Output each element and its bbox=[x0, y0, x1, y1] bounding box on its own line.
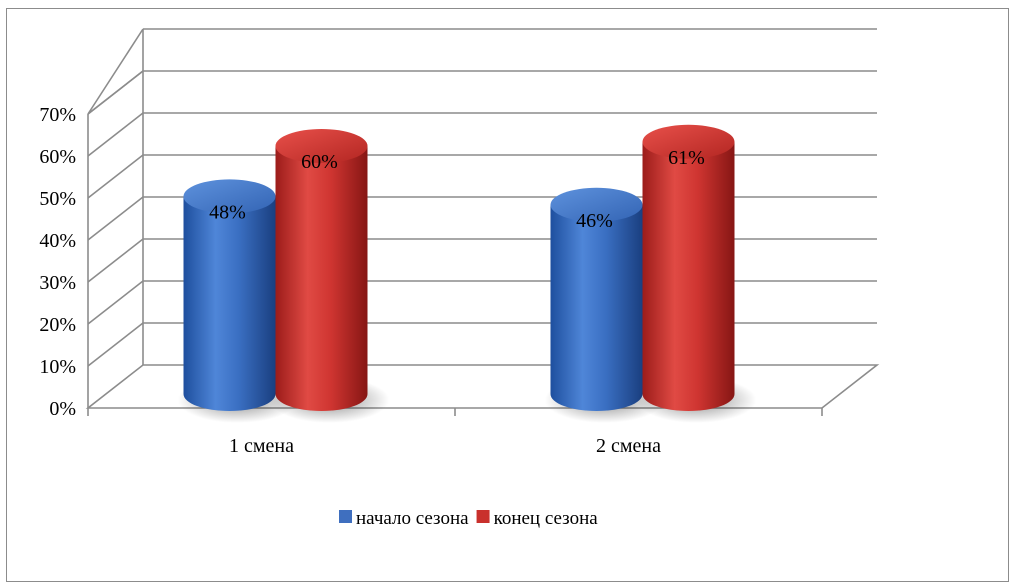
y-tick-label: 20% bbox=[39, 314, 76, 336]
data-label: 48% bbox=[209, 201, 246, 223]
bars-layer bbox=[177, 124, 757, 423]
legend-label: начало сезона bbox=[356, 508, 469, 529]
bar-top bbox=[275, 129, 368, 163]
gridline-side bbox=[87, 112, 144, 157]
bar-body bbox=[275, 146, 368, 411]
y-tick-label: 50% bbox=[39, 188, 76, 210]
data-label: 46% bbox=[576, 210, 613, 232]
y-tick-label: 70% bbox=[39, 104, 76, 126]
bar-cylinder bbox=[636, 124, 757, 423]
data-label: 61% bbox=[668, 147, 705, 169]
gridline-side bbox=[87, 280, 144, 325]
y-tick-label: 30% bbox=[39, 272, 76, 294]
legend-label: конец сезона bbox=[494, 508, 599, 529]
gridline-side bbox=[87, 238, 144, 283]
y-tick-label: 10% bbox=[39, 356, 76, 378]
bar-top bbox=[183, 179, 276, 214]
bar-top bbox=[642, 124, 735, 159]
bar-cylinder bbox=[269, 129, 390, 423]
bar-cylinder bbox=[544, 187, 665, 423]
bar-body bbox=[550, 204, 643, 411]
legend-swatch bbox=[339, 510, 352, 523]
grid-layer bbox=[85, 28, 880, 416]
y-tick-label: 60% bbox=[39, 146, 76, 168]
gridline-side bbox=[87, 70, 144, 115]
bar-cylinder bbox=[177, 179, 298, 423]
bar-body bbox=[642, 141, 735, 412]
x-tick-label: 1 смена bbox=[229, 435, 294, 457]
bar-body bbox=[183, 196, 276, 411]
labels-layer: 0% 10% 20% 30% 40% 50% 60% 70% 48% 60% 1 смена 46% 6… bbox=[39, 104, 705, 457]
data-label: 60% bbox=[301, 151, 338, 173]
gridline-side-top bbox=[87, 28, 144, 115]
y-tick-label: 40% bbox=[39, 230, 76, 252]
chart-frame bbox=[6, 8, 1009, 582]
y-tick-label: 0% bbox=[49, 398, 76, 420]
bar-top bbox=[550, 187, 643, 222]
gridline-side bbox=[87, 154, 144, 199]
legend-swatch bbox=[476, 510, 490, 523]
legend: начало сезона конец сезона bbox=[339, 508, 598, 529]
gridline-side bbox=[87, 322, 144, 367]
gridline-side bbox=[87, 196, 144, 241]
x-tick-label: 2 смена bbox=[596, 435, 661, 457]
